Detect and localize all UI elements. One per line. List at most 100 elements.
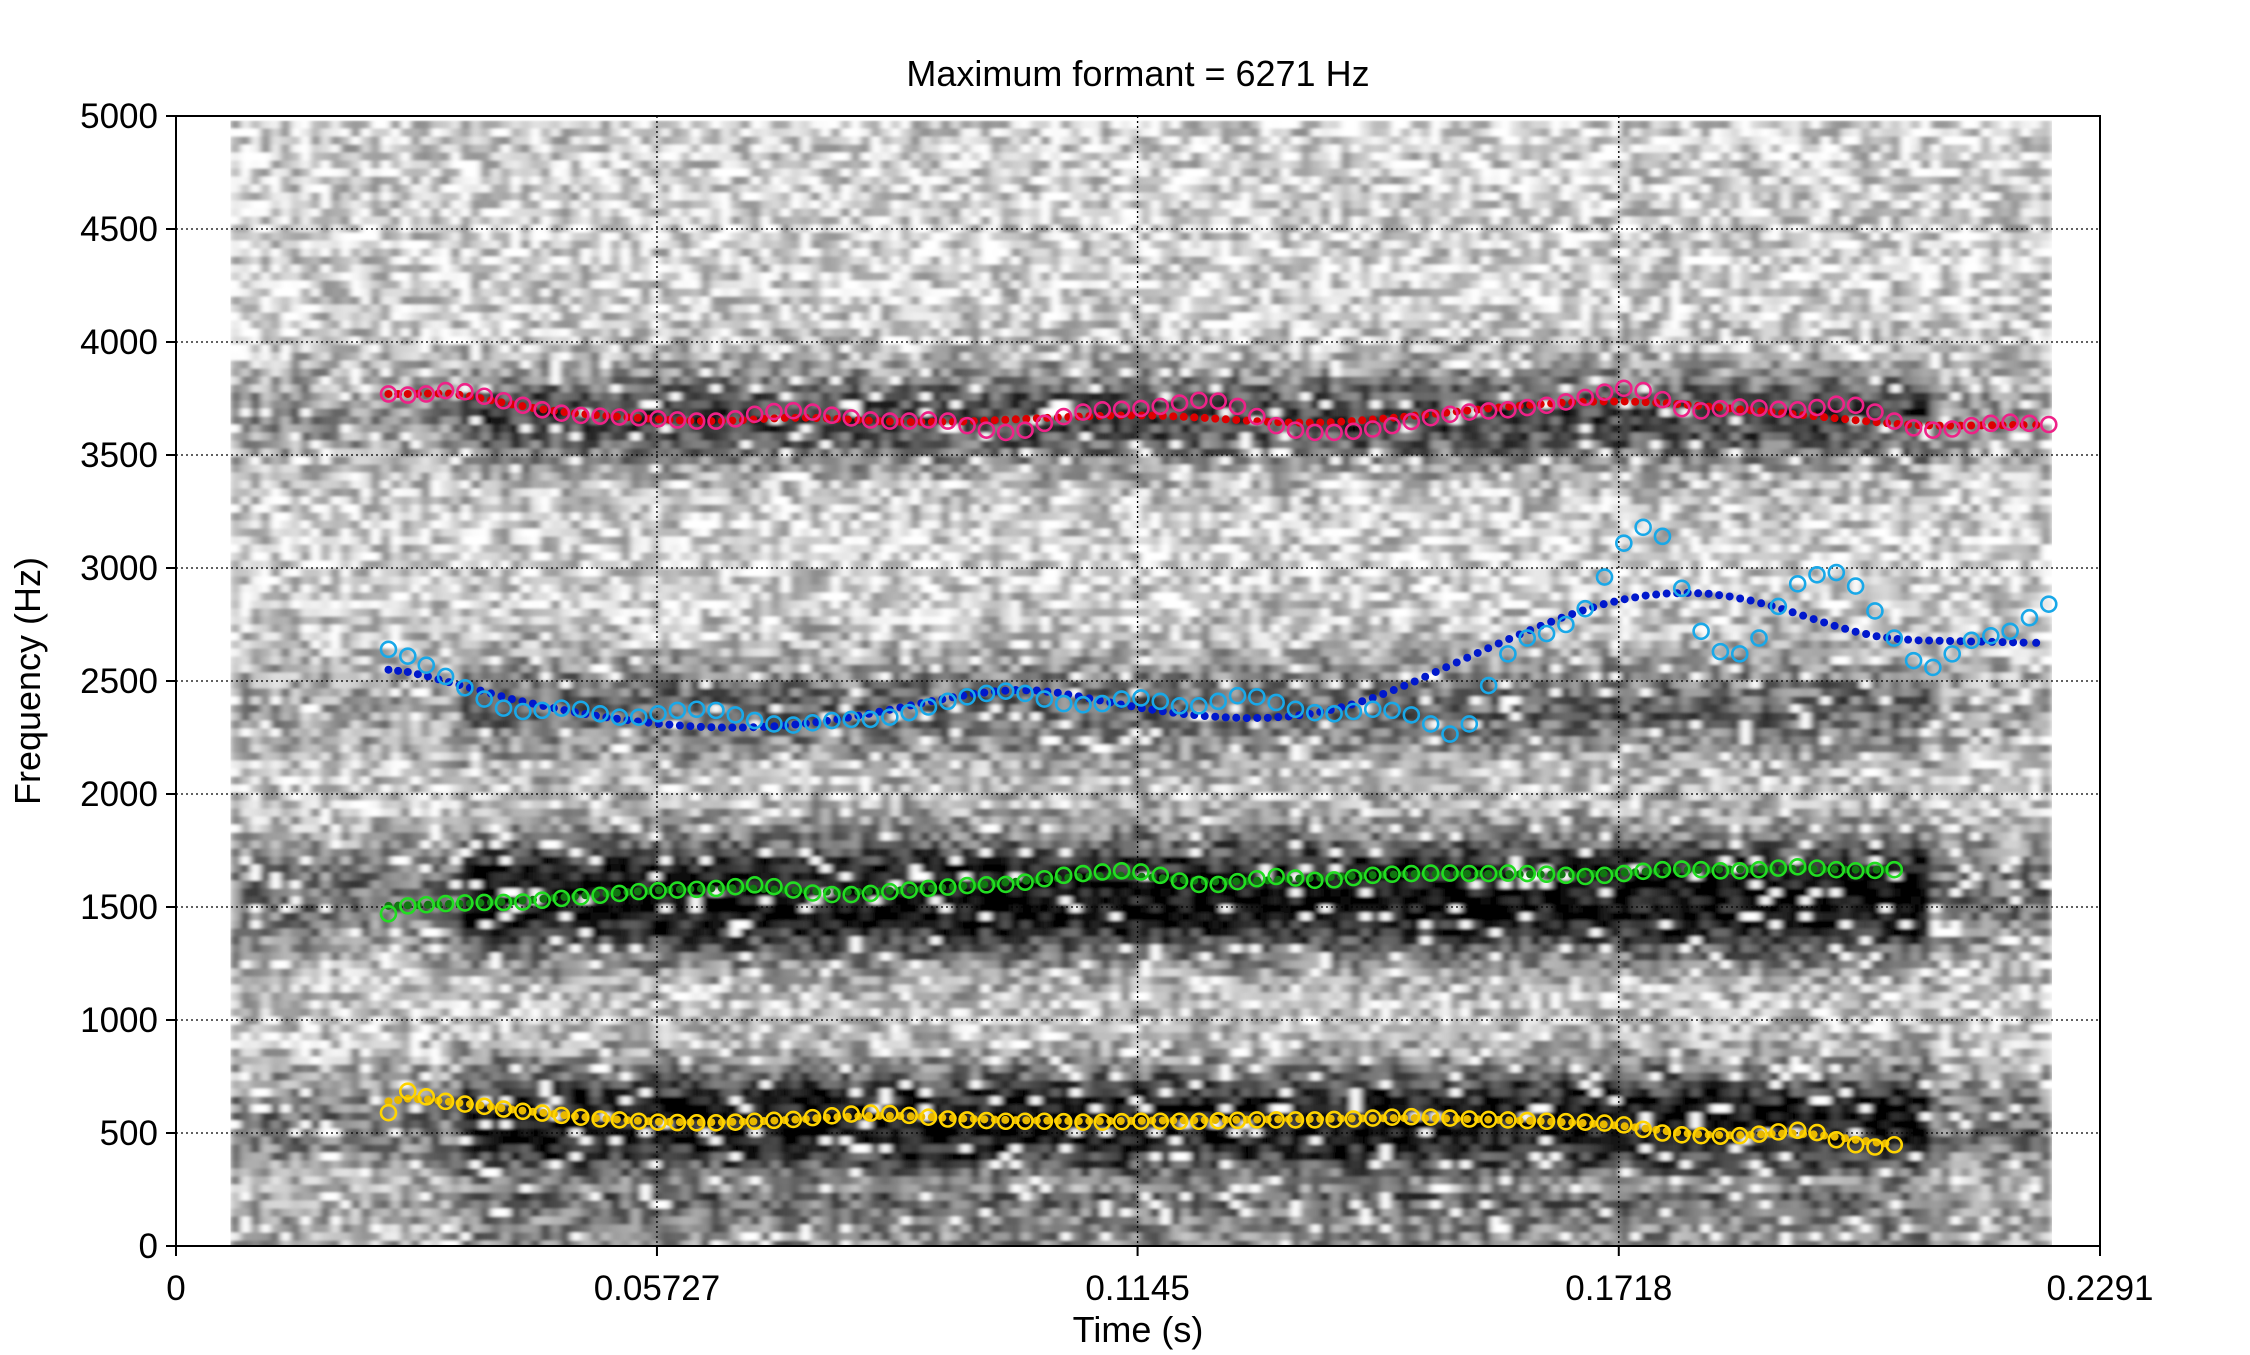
f3-track-dot <box>1358 697 1366 705</box>
f3-track-dot <box>1726 592 1734 600</box>
f2-track-dot <box>404 901 412 909</box>
f3-track-dot <box>1642 592 1650 600</box>
f2-track-dot <box>980 880 988 888</box>
f3-track-dot <box>1379 690 1387 698</box>
y-tick-label: 4000 <box>80 323 158 362</box>
f3-track-dot <box>1715 591 1723 599</box>
f2-track-dot <box>1369 871 1377 879</box>
y-tick-label: 4500 <box>80 210 158 249</box>
f3-track-dot <box>1967 637 1975 645</box>
f4-track-dot <box>886 418 894 426</box>
f2-track-dot <box>1715 866 1723 874</box>
f3-track-dot <box>707 723 715 731</box>
y-axis-label: Frequency (Hz) <box>7 557 48 805</box>
f4-track-dot <box>1610 397 1618 405</box>
f3-track-dot <box>1411 677 1419 685</box>
f1-track-dot <box>1757 1130 1765 1138</box>
f3-track-dot <box>497 692 505 700</box>
f2-track-dot <box>1621 869 1629 877</box>
f3-track-dot <box>1862 630 1870 638</box>
x-tick-label: 0 <box>166 1269 185 1308</box>
f3-track-dot <box>1001 687 1009 695</box>
f1-track-dot <box>749 1117 757 1125</box>
f3-track-dot <box>1243 714 1251 722</box>
y-tick-label: 1000 <box>80 1001 158 1040</box>
f1-track-dot <box>1274 1115 1282 1123</box>
f2-track-dot <box>791 887 799 895</box>
f3-track-dot <box>1264 714 1272 722</box>
f2-track-dot <box>1505 870 1513 878</box>
f4-track-dot <box>1012 415 1020 423</box>
f1-track-dot <box>1600 1120 1608 1128</box>
f3-track-dot <box>1841 625 1849 633</box>
chart-title: Maximum formant = 6271 Hz <box>906 53 1369 94</box>
f1-track-dot <box>770 1117 778 1125</box>
y-tick-label: 2500 <box>80 662 158 701</box>
f2-track-dot <box>1001 879 1009 887</box>
f1-track-dot <box>1390 1114 1398 1122</box>
x-tick-label: 0.05727 <box>594 1269 721 1308</box>
f3-track-dot <box>1211 713 1219 721</box>
f4-track-dot <box>655 415 663 423</box>
spectrogram-background <box>231 121 2052 1250</box>
f4-track-dot <box>1831 414 1839 422</box>
f3-track-dot <box>1600 600 1608 608</box>
f1-track-dot <box>1463 1115 1471 1123</box>
f2-track-dot <box>1253 877 1261 885</box>
f4-track-dot <box>1222 415 1230 423</box>
x-tick-label: 0.1718 <box>1565 1269 1672 1308</box>
f3-track-dot <box>1789 608 1797 616</box>
f3-track-dot <box>697 723 705 731</box>
f4-track-dot <box>1358 416 1366 424</box>
f3-track-dot <box>1705 590 1713 598</box>
f1-track-dot <box>497 1104 505 1112</box>
f1-track-dot <box>1253 1116 1261 1124</box>
f3-track-dot <box>1253 714 1261 722</box>
f3-track-dot <box>1453 658 1461 666</box>
f4-track-dot <box>1232 416 1240 424</box>
f4-track-dot <box>1852 416 1860 424</box>
f3-track-dot <box>791 721 799 729</box>
f3-track-dot <box>1610 598 1618 606</box>
f2-track-dot <box>634 887 642 895</box>
f1-track-dot <box>1369 1114 1377 1122</box>
f4-track-dot <box>1211 415 1219 423</box>
f1-track-dot <box>1022 1116 1030 1124</box>
f4-track-dot <box>865 417 873 425</box>
f3-track-dot <box>1820 618 1828 626</box>
f4-track-dot <box>1621 397 1629 405</box>
f1-track-dot <box>1736 1131 1744 1139</box>
y-tick-label: 3000 <box>80 549 158 588</box>
f3-track-dot <box>1936 637 1944 645</box>
y-tick-label: 3500 <box>80 436 158 475</box>
f2-track-dot <box>1600 870 1608 878</box>
f3-track-dot <box>739 724 747 732</box>
f4-track-dot <box>1180 413 1188 421</box>
f3-track-dot <box>1474 649 1482 657</box>
f4-track-dot <box>1190 413 1198 421</box>
f2-track-dot <box>497 898 505 906</box>
f2-track-dot <box>1873 866 1881 874</box>
f4-track-dot <box>1715 404 1723 412</box>
f4-track-dot <box>1736 405 1744 413</box>
f4-track-dot <box>1201 414 1209 422</box>
f2-track-dot <box>886 887 894 895</box>
f4-track-dot <box>1001 416 1009 424</box>
f3-track-dot <box>394 667 402 675</box>
f2-track-dot <box>1463 870 1471 878</box>
f1-track-dot <box>655 1118 663 1126</box>
f3-track-dot <box>1421 673 1429 681</box>
f3-track-dot <box>1484 644 1492 652</box>
f1-track-dot <box>1232 1116 1240 1124</box>
f4-track-dot <box>907 418 915 426</box>
f3-track-dot <box>1274 713 1282 721</box>
f3-track-dot <box>1652 591 1660 599</box>
f4-track-dot <box>1841 415 1849 423</box>
f4-track-dot <box>1484 405 1492 413</box>
f3-track-dot <box>1442 663 1450 671</box>
f1-track-dot <box>394 1096 402 1104</box>
f3-track-dot <box>686 722 694 730</box>
f1-track-dot <box>1484 1116 1492 1124</box>
